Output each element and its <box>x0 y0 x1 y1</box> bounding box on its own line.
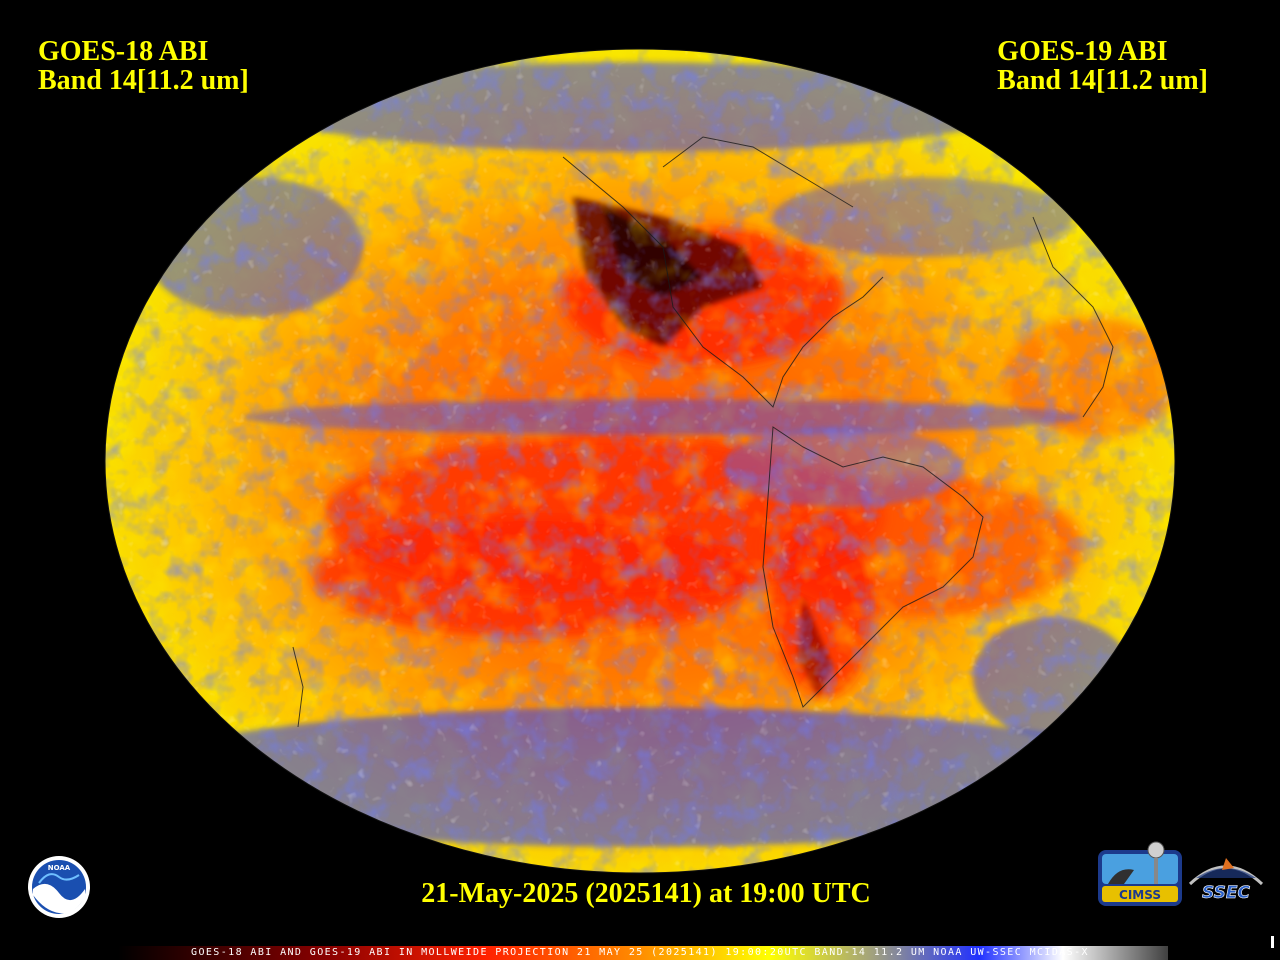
cimss-logo: CIMSS <box>1098 841 1182 906</box>
globe-outline <box>104 48 1176 874</box>
footer-caption: GOES-18 ABI AND GOES-19 ABI IN MOLLWEIDE… <box>191 947 1089 958</box>
ssec-logo: SSEC <box>1188 858 1264 903</box>
left-band-label: Band 14[11.2 um] <box>38 65 249 96</box>
right-satellite-title: GOES-19 ABI Band 14[11.2 um] <box>997 37 1208 95</box>
right-band-label: Band 14[11.2 um] <box>997 65 1208 96</box>
footer-bar: GOES-18 ABI AND GOES-19 ABI IN MOLLWEIDE… <box>0 946 1280 960</box>
coastlines <box>292 136 1114 728</box>
right-satellite-name: GOES-19 ABI <box>997 36 1168 67</box>
left-satellite-name: GOES-18 ABI <box>38 36 209 67</box>
temperature-color-scale <box>118 946 1168 960</box>
image-timestamp: 21-May-2025 (2025141) at 19:00 UTC <box>421 878 871 909</box>
corner-marker <box>1271 936 1274 948</box>
noaa-logo: NOAA <box>28 856 90 918</box>
coldest-cloud-texture <box>105 49 1175 873</box>
svg-text:CIMSS: CIMSS <box>1119 888 1161 902</box>
mollweide-satellite-image <box>104 48 1176 874</box>
left-satellite-title: GOES-18 ABI Band 14[11.2 um] <box>38 37 249 95</box>
svg-text:SSEC: SSEC <box>1202 883 1250 903</box>
svg-text:NOAA: NOAA <box>48 864 71 872</box>
